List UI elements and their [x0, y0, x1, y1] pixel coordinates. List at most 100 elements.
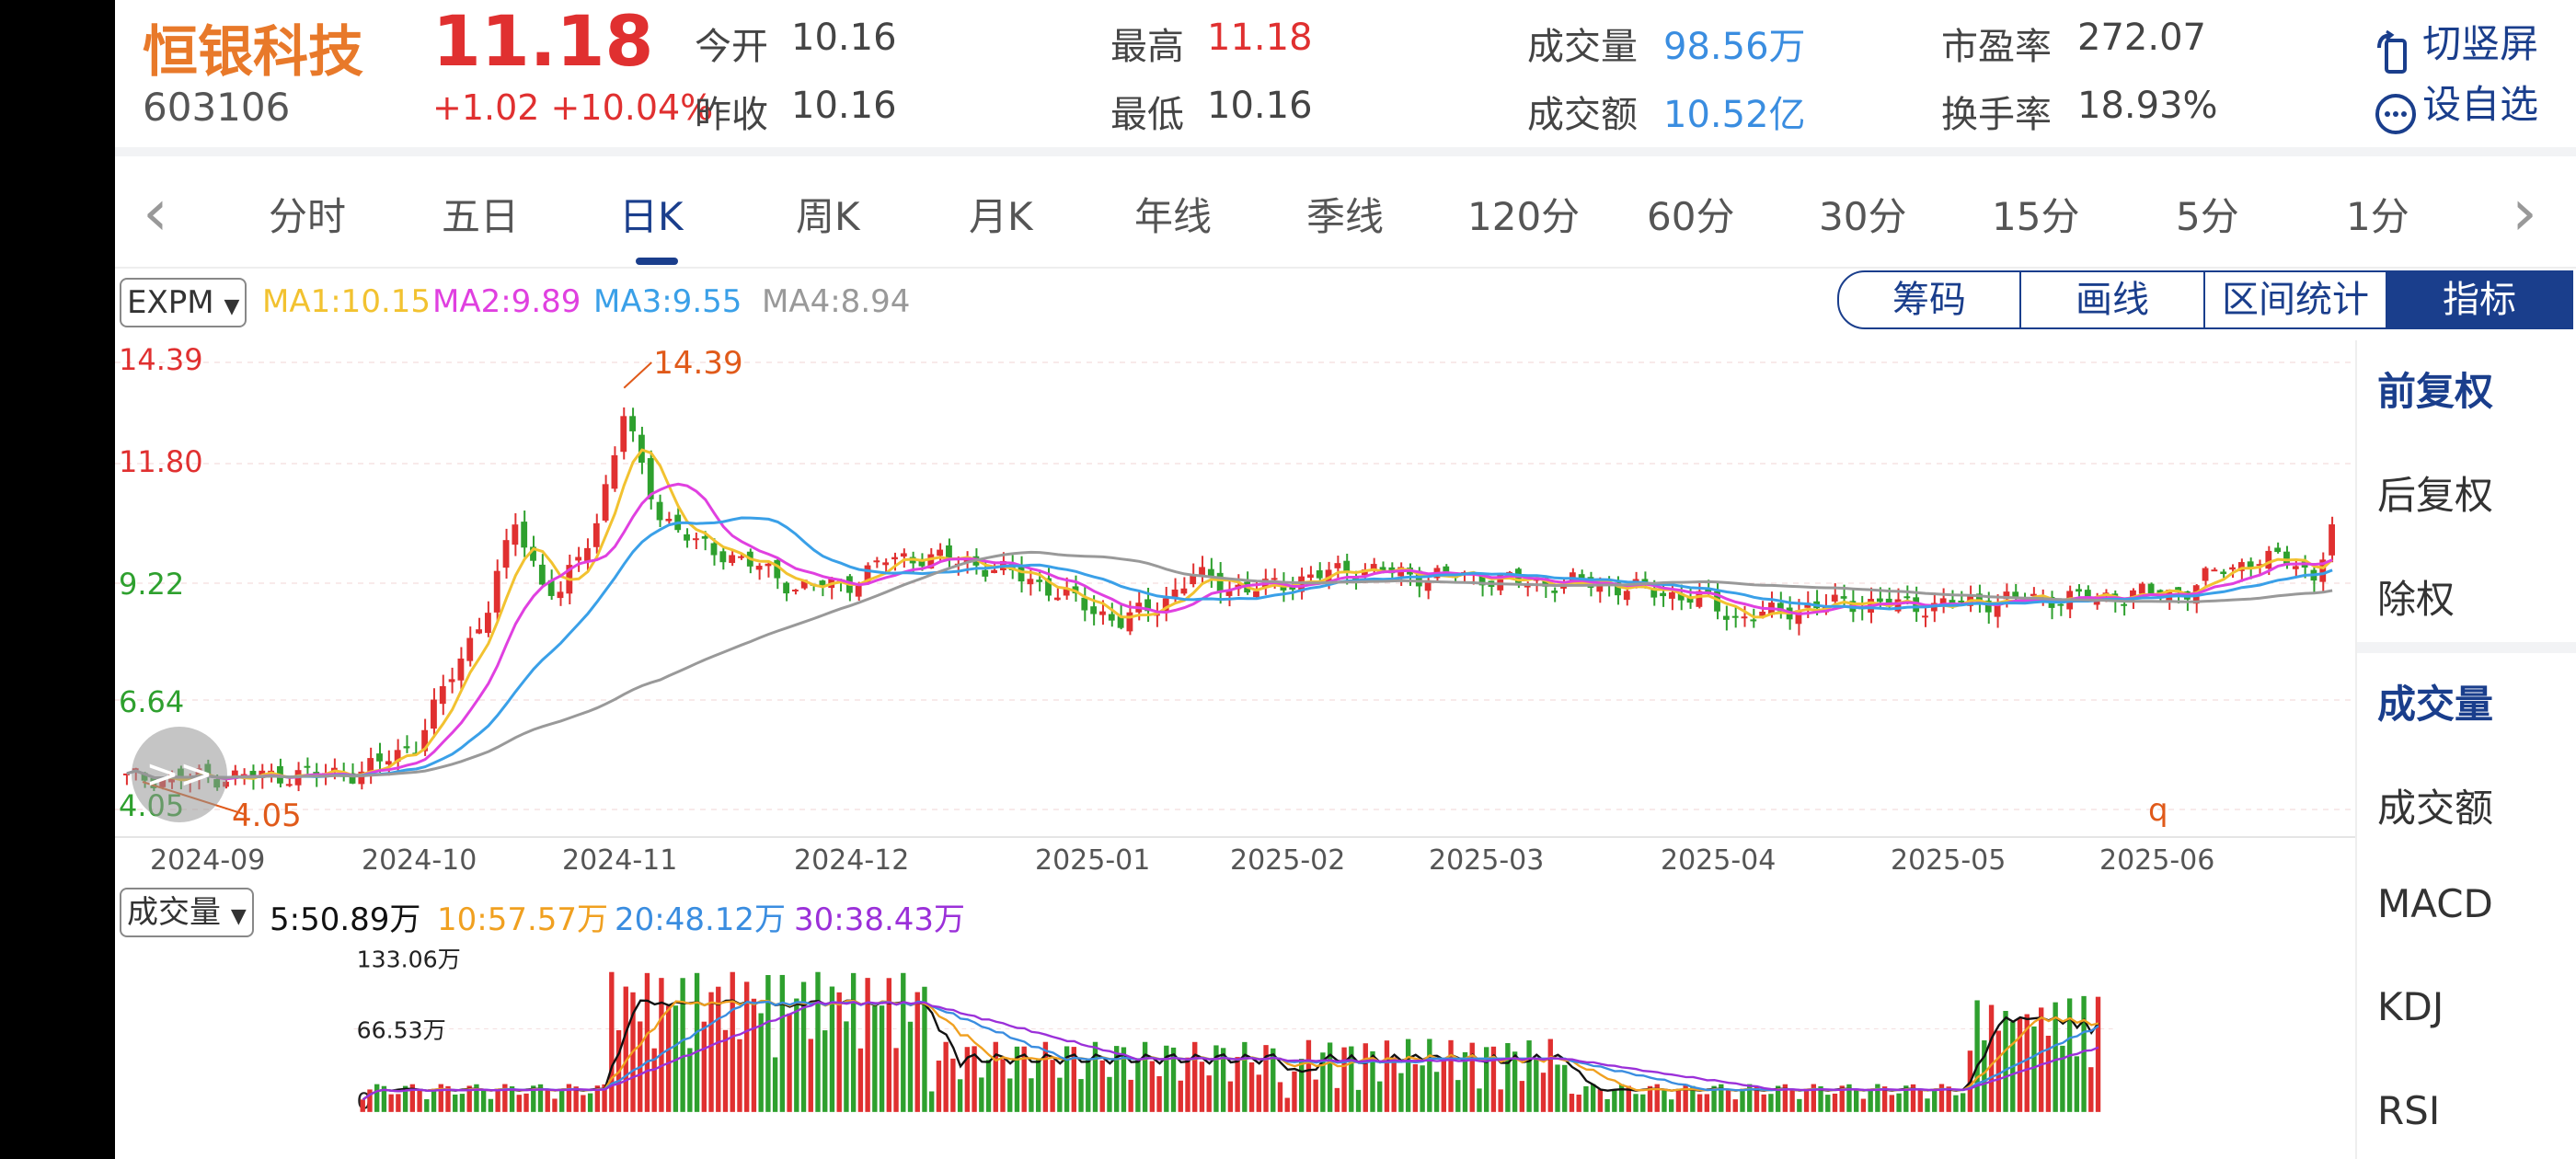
candle-body	[2057, 603, 2064, 606]
volume-bar	[1768, 1094, 1774, 1112]
indicator-select[interactable]: EXPM ▼	[120, 278, 247, 327]
tab-jixian[interactable]: 季线	[1306, 194, 1385, 239]
menu-macd[interactable]: MACD	[2377, 881, 2493, 926]
candle-body	[1379, 567, 1386, 572]
tab-5min[interactable]: 5分	[2176, 194, 2239, 239]
candle-body	[421, 729, 429, 752]
quote-open-value: 10.16	[791, 17, 897, 59]
candle-body	[1777, 602, 1784, 612]
volume-bar	[1086, 1059, 1091, 1112]
candle-body	[1325, 569, 1332, 583]
menu-amount[interactable]: 成交额	[2377, 786, 2494, 831]
volume-bar	[879, 1005, 885, 1112]
volume-bar	[1526, 1040, 1532, 1112]
tab-zhouk[interactable]: 周K	[796, 194, 860, 239]
volume-bar	[979, 1077, 984, 1112]
quote-high-label: 最高	[1110, 26, 1184, 68]
menu-volume[interactable]: 成交量	[2377, 682, 2494, 727]
volume-bar	[1789, 1089, 1795, 1112]
candle-body	[1216, 572, 1224, 592]
add-watchlist-button[interactable]: 设自选	[2374, 74, 2538, 136]
candle-body	[1722, 615, 1730, 620]
quote-pe-value: 272.07	[2077, 17, 2206, 59]
quote-low-label: 最低	[1110, 94, 1184, 136]
tab-rik[interactable]: 日K	[619, 194, 684, 239]
volume-y-label: 66.53万	[357, 1017, 446, 1044]
candlestick-chart[interactable]: 14.39 11.80 9.22 6.64 4.05 2024-09 2024-10 2024…	[115, 340, 2355, 883]
tab-fenshi[interactable]: 分时	[269, 194, 347, 239]
candle-body	[2329, 524, 2335, 556]
volume-bar	[1932, 1088, 1938, 1112]
candle-body	[502, 540, 510, 568]
volume-bar	[2031, 1026, 2037, 1112]
candle-body	[530, 546, 536, 561]
menu-chuquan[interactable]: 除权	[2377, 577, 2455, 622]
candle-body	[963, 558, 971, 563]
volume-bar	[687, 1048, 693, 1112]
add-watchlist-label: 设自选	[2422, 82, 2539, 127]
chevron-right-icon[interactable]: ›	[2512, 175, 2537, 250]
volume-bar	[1903, 1085, 1909, 1112]
volume-bar	[1675, 1089, 1682, 1112]
quote-volume-value: 98.56万	[1663, 26, 1806, 68]
candle-body	[1677, 593, 1685, 601]
tab-nianxian[interactable]: 年线	[1134, 194, 1213, 239]
candle-body	[2138, 583, 2145, 594]
volume-bar	[388, 1094, 394, 1112]
range-stats-button[interactable]: 区间统计	[2203, 270, 2387, 329]
volume-bar	[587, 1093, 593, 1112]
volume-bar	[907, 1021, 914, 1112]
rotate-screen-button[interactable]: 切竖屏	[2374, 13, 2538, 77]
volume-bar	[1597, 1089, 1604, 1112]
volume-bar	[651, 1048, 657, 1112]
period-tabs: ‹ 分时 五日 日K 周K 月K 年线 季线 120分 60分 30分 15分 …	[115, 156, 2576, 269]
draw-line-button[interactable]: 画线	[2019, 270, 2205, 329]
candle-body	[620, 416, 627, 453]
tab-120min[interactable]: 120分	[1467, 194, 1581, 239]
volume-bar	[1305, 1039, 1312, 1112]
volume-bar	[1555, 1064, 1560, 1112]
quote-low-value: 10.16	[1207, 85, 1313, 127]
candle-body	[1876, 598, 1883, 602]
volume-bar	[552, 1098, 558, 1112]
candle-body	[701, 536, 708, 539]
expand-float-button[interactable]: >>	[132, 727, 227, 822]
volume-select[interactable]: 成交量 ▼	[120, 888, 254, 937]
volume-bar	[850, 972, 857, 1112]
candle-body	[1731, 615, 1739, 618]
menu-rsi[interactable]: RSI	[2377, 1088, 2441, 1133]
quote-open-label: 今开	[695, 26, 768, 68]
volume-bar	[495, 1088, 500, 1112]
volume-bar	[1469, 1042, 1475, 1112]
menu-houfuquan[interactable]: 后复权	[2377, 473, 2494, 518]
volume-bar	[1782, 1084, 1788, 1112]
candle-body	[1497, 573, 1504, 591]
volume-bar	[1583, 1085, 1589, 1112]
volume-bar	[1569, 1094, 1575, 1112]
current-price: 11.18	[432, 0, 654, 82]
chip-button[interactable]: 筹码	[1837, 270, 2021, 329]
volume-bar	[744, 981, 750, 1112]
indicator-button[interactable]: 指标	[2386, 270, 2573, 329]
chevron-left-icon[interactable]: ‹	[143, 175, 168, 250]
tab-wuri[interactable]: 五日	[442, 194, 520, 239]
tab-60min[interactable]: 60分	[1647, 194, 1735, 239]
tab-30min[interactable]: 30分	[1819, 194, 1907, 239]
candle-body	[330, 767, 338, 771]
volume-bar	[1370, 1050, 1375, 1112]
quote-prevclose-value: 10.16	[791, 85, 897, 127]
volume-bar	[1384, 1040, 1390, 1112]
volume-bar	[1988, 1004, 1995, 1112]
volume-bar	[2039, 1007, 2044, 1112]
menu-kdj[interactable]: KDJ	[2377, 984, 2444, 1029]
volume-bar	[2088, 1067, 2094, 1112]
volume-bar	[1242, 1041, 1248, 1112]
tab-1min[interactable]: 1分	[2346, 194, 2409, 239]
tab-15min[interactable]: 15分	[1992, 194, 2080, 239]
candle-body	[719, 551, 727, 563]
candle-body	[1668, 591, 1675, 599]
menu-qianfuquan[interactable]: 前复权	[2377, 369, 2494, 414]
volume-bar	[1185, 1057, 1190, 1112]
tab-yuek[interactable]: 月K	[969, 194, 1033, 239]
